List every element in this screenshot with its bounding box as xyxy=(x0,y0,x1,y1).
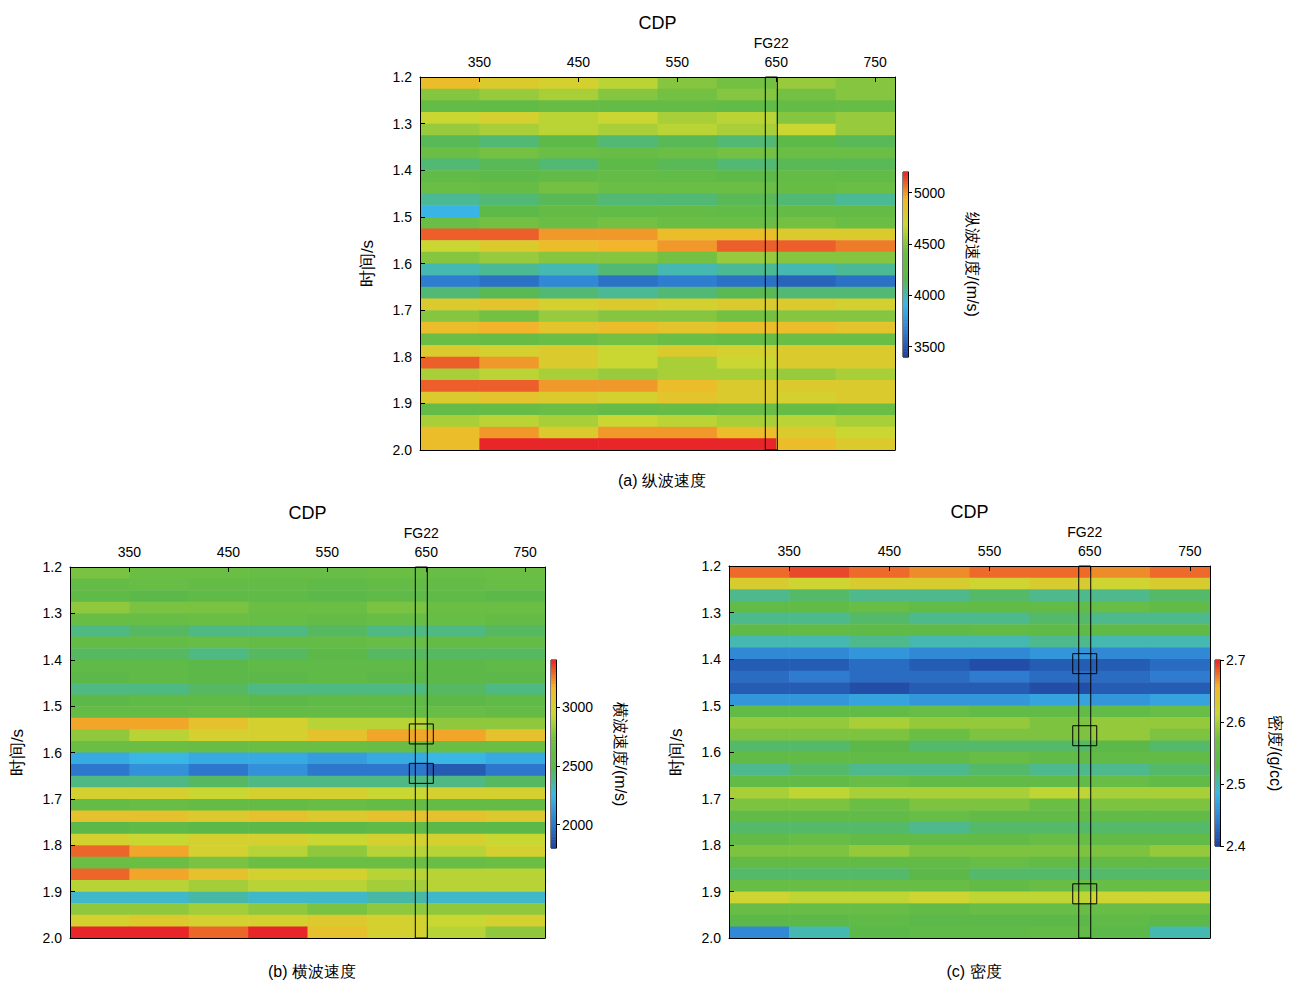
svg-text:2500: 2500 xyxy=(562,758,593,774)
svg-text:1.6: 1.6 xyxy=(393,256,413,272)
svg-text:时间/s: 时间/s xyxy=(8,729,27,776)
svg-text:FG22: FG22 xyxy=(1067,524,1102,540)
svg-text:1.7: 1.7 xyxy=(702,791,722,807)
svg-text:3000: 3000 xyxy=(562,699,593,715)
svg-text:1.2: 1.2 xyxy=(393,69,413,85)
svg-text:1.3: 1.3 xyxy=(43,605,63,621)
svg-text:1.7: 1.7 xyxy=(43,791,63,807)
svg-text:550: 550 xyxy=(666,54,690,70)
svg-text:5000: 5000 xyxy=(914,185,945,201)
svg-text:时间/s: 时间/s xyxy=(358,240,377,287)
svg-text:2.7: 2.7 xyxy=(1226,652,1246,668)
svg-text:750: 750 xyxy=(1178,543,1202,559)
svg-text:1.7: 1.7 xyxy=(393,302,413,318)
svg-text:FG22: FG22 xyxy=(404,525,439,541)
svg-text:1.3: 1.3 xyxy=(702,605,722,621)
svg-text:FG22: FG22 xyxy=(754,35,789,51)
svg-text:(a) 纵波速度: (a) 纵波速度 xyxy=(618,472,706,489)
svg-text:1.2: 1.2 xyxy=(702,558,722,574)
svg-text:2.5: 2.5 xyxy=(1226,776,1246,792)
svg-text:350: 350 xyxy=(118,544,142,560)
svg-text:650: 650 xyxy=(415,544,439,560)
svg-text:1.9: 1.9 xyxy=(393,395,413,411)
svg-text:1.8: 1.8 xyxy=(393,349,413,365)
svg-text:1.2: 1.2 xyxy=(43,559,63,575)
svg-text:1.4: 1.4 xyxy=(702,651,722,667)
svg-text:2.0: 2.0 xyxy=(393,442,413,458)
svg-text:1.8: 1.8 xyxy=(43,837,63,853)
svg-text:CDP: CDP xyxy=(950,502,988,522)
svg-text:550: 550 xyxy=(316,544,340,560)
svg-text:纵波速度/(m/s): 纵波速度/(m/s) xyxy=(964,212,981,317)
svg-text:CDP: CDP xyxy=(288,503,326,523)
svg-text:350: 350 xyxy=(468,54,492,70)
svg-text:650: 650 xyxy=(765,54,789,70)
svg-text:550: 550 xyxy=(978,543,1002,559)
svg-text:2000: 2000 xyxy=(562,817,593,833)
svg-text:1.5: 1.5 xyxy=(702,698,722,714)
svg-text:2.0: 2.0 xyxy=(702,930,722,946)
svg-text:1.3: 1.3 xyxy=(393,116,413,132)
svg-text:650: 650 xyxy=(1078,543,1102,559)
svg-text:1.8: 1.8 xyxy=(702,837,722,853)
svg-text:4000: 4000 xyxy=(914,287,945,303)
svg-text:1.4: 1.4 xyxy=(43,652,63,668)
svg-text:450: 450 xyxy=(217,544,241,560)
svg-text:750: 750 xyxy=(864,54,888,70)
svg-text:1.5: 1.5 xyxy=(393,209,413,225)
svg-text:750: 750 xyxy=(514,544,538,560)
svg-text:1.4: 1.4 xyxy=(393,162,413,178)
svg-text:(b) 横波速度: (b) 横波速度 xyxy=(268,963,356,980)
svg-text:2.6: 2.6 xyxy=(1226,714,1246,730)
svg-text:350: 350 xyxy=(777,543,801,559)
svg-text:450: 450 xyxy=(878,543,902,559)
svg-text:(c) 密度: (c) 密度 xyxy=(946,963,1001,980)
svg-text:2.4: 2.4 xyxy=(1226,838,1246,854)
svg-text:CDP: CDP xyxy=(638,13,676,33)
svg-text:2.0: 2.0 xyxy=(43,930,63,946)
svg-text:1.9: 1.9 xyxy=(702,884,722,900)
svg-text:时间/s: 时间/s xyxy=(667,728,686,775)
svg-text:1.9: 1.9 xyxy=(43,884,63,900)
svg-text:1.5: 1.5 xyxy=(43,698,63,714)
svg-text:密度/(g/cc): 密度/(g/cc) xyxy=(1267,715,1284,791)
svg-text:3500: 3500 xyxy=(914,339,945,355)
svg-text:4500: 4500 xyxy=(914,236,945,252)
svg-text:1.6: 1.6 xyxy=(702,744,722,760)
svg-text:450: 450 xyxy=(567,54,591,70)
svg-text:1.6: 1.6 xyxy=(43,745,63,761)
svg-text:横波速度/(m/s): 横波速度/(m/s) xyxy=(612,702,629,807)
